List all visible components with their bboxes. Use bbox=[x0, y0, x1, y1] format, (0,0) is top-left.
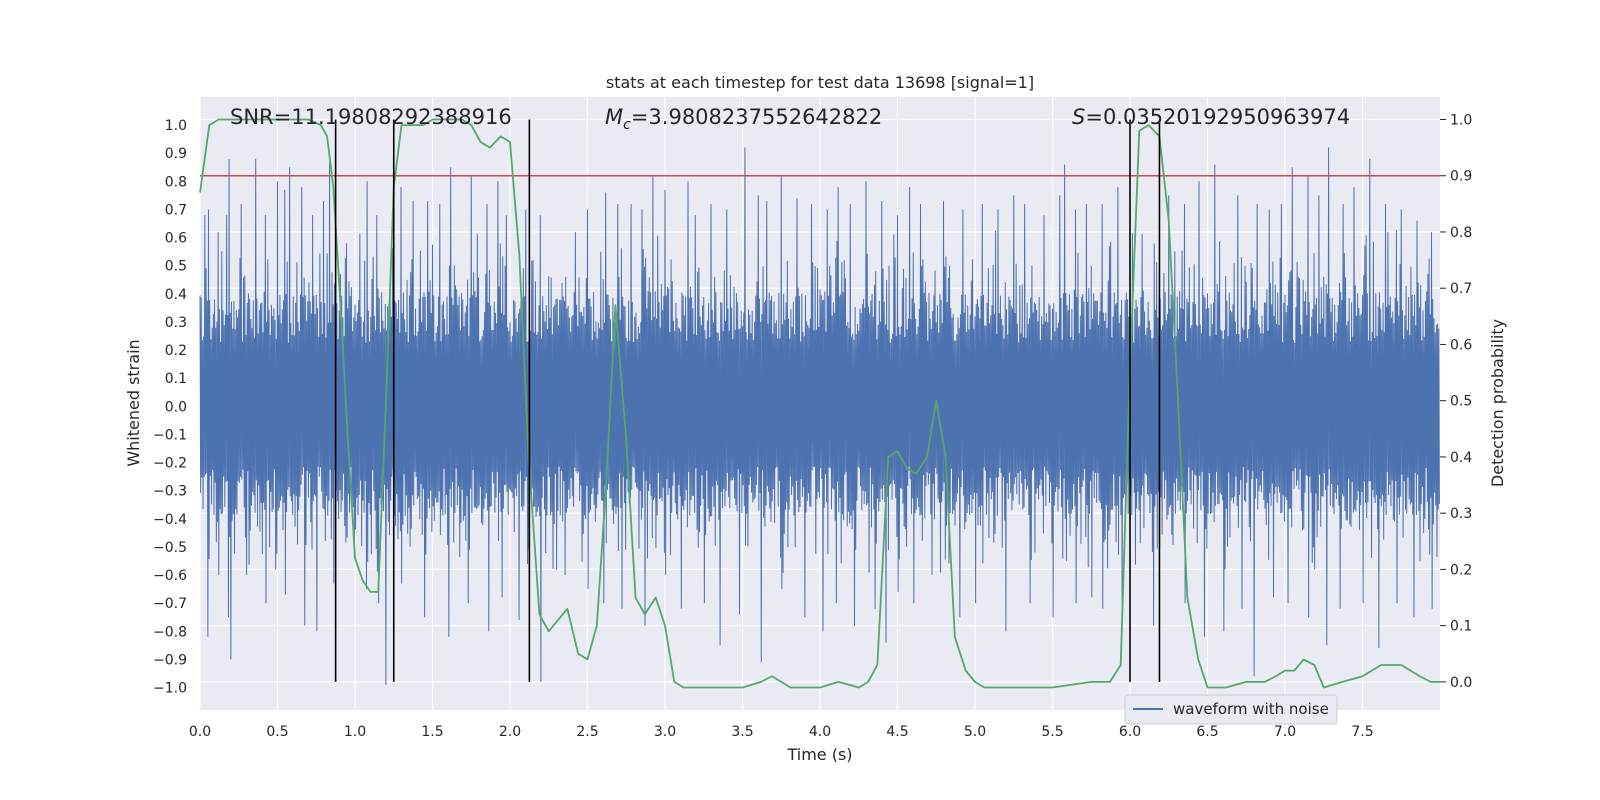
y-left-tick-label-5: 0.5 bbox=[165, 259, 187, 275]
y-right-tick-label-0: 1.0 bbox=[1450, 112, 1472, 128]
y-right-tick-label-9: 0.1 bbox=[1450, 619, 1472, 635]
x-axis-ticks: 0.0 0.5 1.0 1.5 2.0 2.5 3.0 3.5 4.0 4.5 5.0 5.5 6.0 6… bbox=[189, 724, 1374, 740]
detection-probability-line bbox=[199, 118, 1440, 689]
y-right-tick-label-2: 0.8 bbox=[1450, 225, 1472, 241]
x-tick-label-3: 1.5 bbox=[421, 724, 443, 740]
x-tick-label-10: 5.0 bbox=[964, 724, 986, 740]
x-tick-label-2: 1.0 bbox=[344, 724, 366, 740]
y-right-tick-label-1: 0.9 bbox=[1450, 169, 1472, 185]
x-axis-label: Time (s) bbox=[786, 745, 852, 764]
y-left-tick-label-19: −0.9 bbox=[153, 652, 187, 668]
x-tick-label-15: 7.5 bbox=[1351, 724, 1373, 740]
snr-annotation: SNR=11.19808292388916 bbox=[230, 105, 512, 129]
y-left-tick-label-11: −0.1 bbox=[153, 427, 187, 443]
y-left-tick-label-4: 0.6 bbox=[165, 231, 187, 247]
y-left-tick-label-14: −0.4 bbox=[153, 512, 187, 528]
event-marker-lines bbox=[334, 119, 1161, 682]
y-left-tick-label-2: 0.8 bbox=[165, 174, 187, 190]
y-left-tick-label-16: −0.6 bbox=[153, 568, 187, 584]
s-annotation: S=0.03520192950963974 bbox=[1072, 105, 1350, 129]
chirp-mass-subscript: c bbox=[623, 117, 631, 133]
x-tick-label-11: 5.5 bbox=[1041, 724, 1063, 740]
y-right-tick-label-3: 0.7 bbox=[1450, 281, 1472, 297]
y-left-tick-label-13: −0.3 bbox=[153, 484, 187, 500]
x-tick-label-0: 0.0 bbox=[189, 724, 211, 740]
legend-box bbox=[1124, 694, 1338, 725]
s-symbol: S bbox=[1072, 105, 1085, 129]
y-left-tick-label-15: −0.5 bbox=[153, 540, 187, 556]
y-left-tick-label-9: 0.1 bbox=[165, 371, 187, 387]
x-tick-label-6: 3.0 bbox=[654, 724, 676, 740]
x-tick-label-4: 2.0 bbox=[499, 724, 521, 740]
s-value: =0.03520192950963974 bbox=[1085, 105, 1350, 129]
y-left-tick-label-1: 0.9 bbox=[165, 146, 187, 162]
chirp-mass-symbol: M bbox=[605, 105, 623, 129]
x-tick-label-9: 4.5 bbox=[886, 724, 908, 740]
waveform-series-line bbox=[199, 147, 1440, 685]
x-tick-label-7: 3.5 bbox=[731, 724, 753, 740]
x-tick-label-14: 7.0 bbox=[1274, 724, 1296, 740]
y-left-tick-label-12: −0.2 bbox=[153, 456, 187, 472]
legend-label: waveform with noise bbox=[1173, 700, 1329, 718]
y-right-axis-label: Detection probability bbox=[1488, 319, 1507, 487]
x-tick-label-12: 6.0 bbox=[1119, 724, 1141, 740]
x-tick-label-1: 0.5 bbox=[266, 724, 288, 740]
y-left-tick-label-10: 0.0 bbox=[165, 399, 187, 415]
y-left-tick-label-7: 0.3 bbox=[165, 315, 187, 331]
y-left-tick-label-3: 0.7 bbox=[165, 202, 187, 218]
y-right-tick-label-6: 0.4 bbox=[1450, 450, 1472, 466]
y-right-tick-label-10: 0.0 bbox=[1450, 675, 1472, 691]
x-tick-label-13: 6.5 bbox=[1196, 724, 1218, 740]
y-left-tick-label-0: 1.0 bbox=[165, 118, 187, 134]
y-right-tick-label-4: 0.6 bbox=[1450, 337, 1472, 353]
y-left-axis-ticks: 1.0 0.9 0.8 0.7 0.6 0.5 0.4 0.3 0.2 0.1 0.0 −0.1 −0.… bbox=[153, 118, 187, 696]
y-right-tick-label-8: 0.2 bbox=[1450, 562, 1472, 578]
y-left-tick-label-6: 0.4 bbox=[165, 287, 187, 303]
chirp-mass-value: =3.9808237552642822 bbox=[631, 105, 882, 129]
y-right-axis-ticks: 1.0 0.9 0.8 0.7 0.6 0.5 0.4 0.3 0.2 0.1 0.0 bbox=[1440, 112, 1472, 691]
y-left-tick-label-20: −1.0 bbox=[153, 681, 187, 697]
y-right-tick-label-5: 0.5 bbox=[1450, 394, 1472, 410]
x-tick-label-8: 4.0 bbox=[809, 724, 831, 740]
y-right-tick-label-7: 0.3 bbox=[1450, 506, 1472, 522]
legend: waveform with noise bbox=[1124, 694, 1338, 725]
x-tick-label-5: 2.5 bbox=[576, 724, 598, 740]
chart-title: stats at each timestep for test data 136… bbox=[606, 73, 1034, 92]
y-left-tick-label-18: −0.8 bbox=[153, 624, 187, 640]
y-left-tick-label-8: 0.2 bbox=[165, 343, 187, 359]
y-left-axis-label: Whitened strain bbox=[124, 339, 143, 466]
chirp-mass-annotation: Mc=3.9808237552642822 bbox=[605, 105, 882, 133]
y-left-tick-label-17: −0.7 bbox=[153, 596, 187, 612]
